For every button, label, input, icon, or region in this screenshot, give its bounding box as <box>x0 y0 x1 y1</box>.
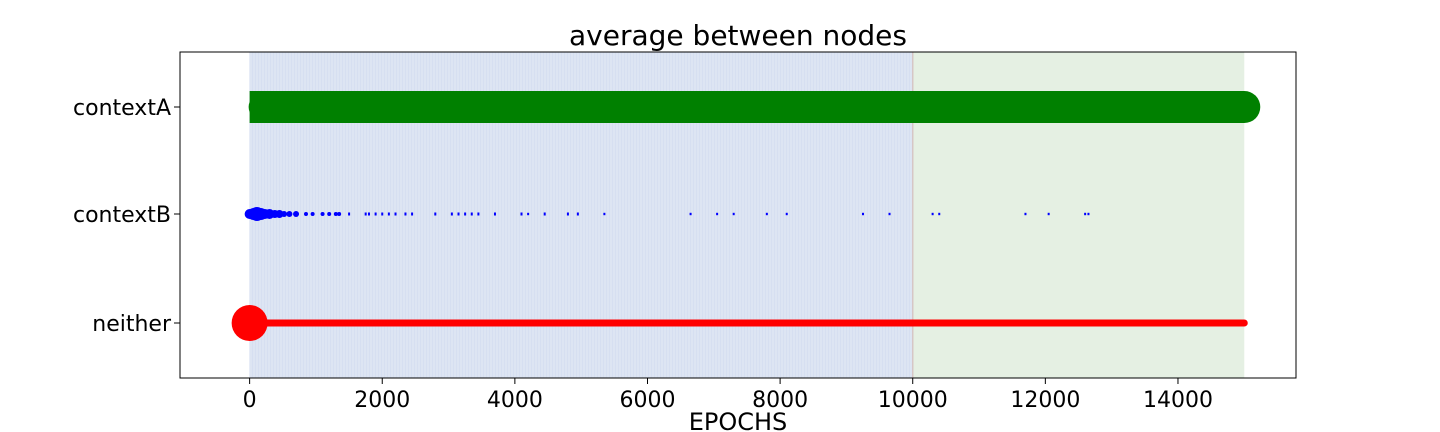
x-tick-label: 14000 <box>1143 388 1213 413</box>
contextB-point <box>603 212 606 216</box>
contextA-point <box>273 91 306 123</box>
plot-area <box>231 52 1261 378</box>
contextA-band <box>249 91 1245 123</box>
contextB-point <box>732 212 735 216</box>
contextB-point <box>1084 212 1087 216</box>
contextB-point <box>457 212 460 216</box>
contextB-point <box>520 212 523 216</box>
chart-title: average between nodes <box>569 19 907 52</box>
contextB-point <box>716 212 719 216</box>
contextB-point <box>411 212 414 216</box>
y-tick-label: neither <box>92 312 172 337</box>
contextB-point <box>337 212 342 216</box>
contextB-point <box>464 212 467 216</box>
x-tick-label: 12000 <box>1010 388 1080 413</box>
contextB-point <box>281 211 288 217</box>
contextB-point <box>364 212 367 216</box>
plot-frame <box>179 51 1297 379</box>
contextB-point <box>374 212 377 216</box>
contextB-point <box>387 212 390 216</box>
contextB-point <box>477 212 480 216</box>
contextB-point <box>576 212 579 216</box>
axes: 0 2000 4000 6000 8000 10000 12000 14000 contextA… <box>73 51 1297 413</box>
x-tick-label: 6000 <box>619 388 675 413</box>
contextB-point <box>310 212 315 216</box>
contextB-point <box>275 210 284 218</box>
contextB-point <box>1087 212 1090 216</box>
contextA-end-point <box>1228 91 1261 123</box>
y-tick-label: contextA <box>73 96 171 121</box>
contextB-point <box>543 212 546 216</box>
contextB-point <box>785 212 788 216</box>
contextB-point <box>689 212 692 216</box>
contextB-point <box>333 212 338 216</box>
neither-band <box>249 319 1245 327</box>
contextB-point <box>404 212 407 216</box>
x-tick-label: 8000 <box>752 388 808 413</box>
contextB-point <box>367 212 370 216</box>
contextB-point <box>348 212 351 216</box>
contextB-point <box>1047 212 1050 216</box>
series-contextB <box>244 207 1090 221</box>
contextB-point <box>527 212 530 216</box>
contextB-point <box>493 212 496 216</box>
y-tick-label: contextB <box>73 203 171 228</box>
contextB-point <box>861 212 864 216</box>
x-tick-label: 0 <box>243 388 257 413</box>
contextB-point <box>566 212 569 216</box>
contextB-point <box>434 212 437 216</box>
neither-end-point <box>1240 319 1248 327</box>
contextB-point <box>394 212 397 216</box>
neither-first-point <box>231 305 268 341</box>
x-axis-label: EPOCHS <box>689 408 788 432</box>
contextB-point <box>1024 212 1027 216</box>
contextB-point <box>303 212 308 216</box>
contextB-point <box>931 212 934 216</box>
contextB-point <box>286 211 293 217</box>
contextB-point <box>320 212 325 216</box>
x-tick-label: 2000 <box>354 388 410 413</box>
series-contextA <box>248 91 1261 123</box>
contextB-point <box>450 212 453 216</box>
contextB-point <box>888 212 891 216</box>
series-neither <box>231 305 1248 341</box>
contextB-point <box>327 212 332 216</box>
x-tick-label: 10000 <box>878 388 948 413</box>
contextB-point <box>470 212 473 216</box>
contextB-point <box>765 212 768 216</box>
contextB-point <box>381 212 384 216</box>
contextB-point <box>938 212 941 216</box>
contextB-point <box>293 211 300 217</box>
x-tick-label: 4000 <box>487 388 543 413</box>
